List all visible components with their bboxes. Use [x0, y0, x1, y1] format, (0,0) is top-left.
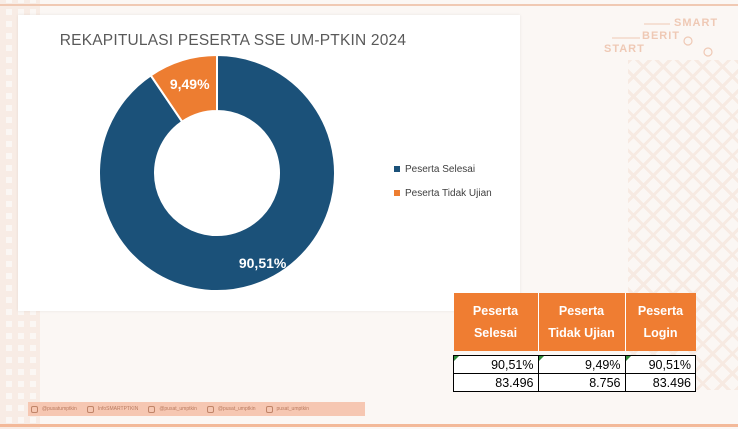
summary-table: Peserta Selesai Peserta Tidak Ujian Pese…	[453, 293, 696, 392]
table-cell: 8.756	[537, 373, 626, 392]
data-label-tidak-ujian: 9,49%	[170, 76, 210, 92]
table-cell: 90,51%	[624, 355, 696, 374]
logo-text-3: START	[604, 43, 645, 55]
top-rule	[0, 4, 738, 6]
legend-swatch-tidak-ujian	[394, 190, 400, 196]
header-line: Selesai	[473, 326, 518, 340]
header-line: Tidak Ujian	[548, 326, 615, 340]
header-line: Login	[643, 326, 678, 340]
header-peserta-tidak-ujian: Peserta Tidak Ujian	[537, 293, 625, 351]
legend-swatch-selesai	[394, 166, 400, 172]
logo-text-2: BERIT	[642, 30, 680, 42]
table-header-row: Peserta Selesai Peserta Tidak Ujian Pese…	[453, 293, 696, 351]
instagram-icon	[31, 405, 38, 413]
facebook-icon	[86, 405, 94, 413]
table-cell: 83.496	[453, 373, 539, 392]
table-row: 83.496 8.756 83.496	[453, 373, 696, 392]
chart-card: REKAPITULASI PESERTA SSE UM-PTKIN 2024 9…	[18, 15, 520, 311]
bottom-rule	[0, 424, 738, 427]
instagram-icon	[206, 405, 214, 413]
table-cell: 90,51%	[453, 355, 539, 374]
header-line: Peserta	[637, 304, 684, 318]
smart-logo: SMART BERIT START	[604, 14, 728, 58]
chart-title: REKAPITULASI PESERTA SSE UM-PTKIN 2024	[59, 32, 407, 49]
logo-text-1: SMART	[674, 17, 719, 29]
chart-legend: Peserta Selesai Peserta Tidak Ujian	[394, 163, 492, 211]
legend-label-selesai: Peserta Selesai	[405, 163, 476, 175]
social-handle: @pusat_umptkin	[159, 406, 197, 412]
header-line: Peserta	[558, 304, 605, 318]
donut-chart: 90,51% 9,49%	[98, 53, 336, 292]
social-handle: @pusat_umptkin	[217, 406, 256, 412]
legend-label-tidak-ujian: Peserta Tidak Ujian	[405, 187, 492, 199]
youtube-icon	[265, 405, 273, 413]
header-peserta-login: Peserta Login	[624, 293, 696, 351]
donut-slice-selesai	[98, 53, 336, 292]
logo-graphic-icon	[612, 23, 713, 57]
legend-item-tidak-ujian: Peserta Tidak Ujian	[394, 187, 492, 199]
social-handle: @pusatumptkin	[42, 406, 77, 412]
social-handle: InfoSMARTPTKIN	[97, 406, 139, 412]
legend-item-selesai: Peserta Selesai	[394, 163, 492, 175]
header-peserta-selesai: Peserta Selesai	[453, 293, 538, 351]
table-row: 90,51% 9,49% 90,51%	[453, 355, 696, 374]
donut-slice-tidak-ujian	[149, 53, 218, 124]
x-icon	[148, 405, 156, 413]
table-cell: 83.496	[624, 373, 696, 392]
header-line: Peserta	[472, 304, 519, 318]
table-cell: 9,49%	[537, 355, 626, 374]
data-label-selesai: 90,51%	[239, 255, 287, 271]
social-handle: pusat_umptkin	[276, 406, 310, 412]
social-media-bar: @pusatumptkin InfoSMARTPTKIN @pusat_umptki…	[28, 402, 365, 416]
